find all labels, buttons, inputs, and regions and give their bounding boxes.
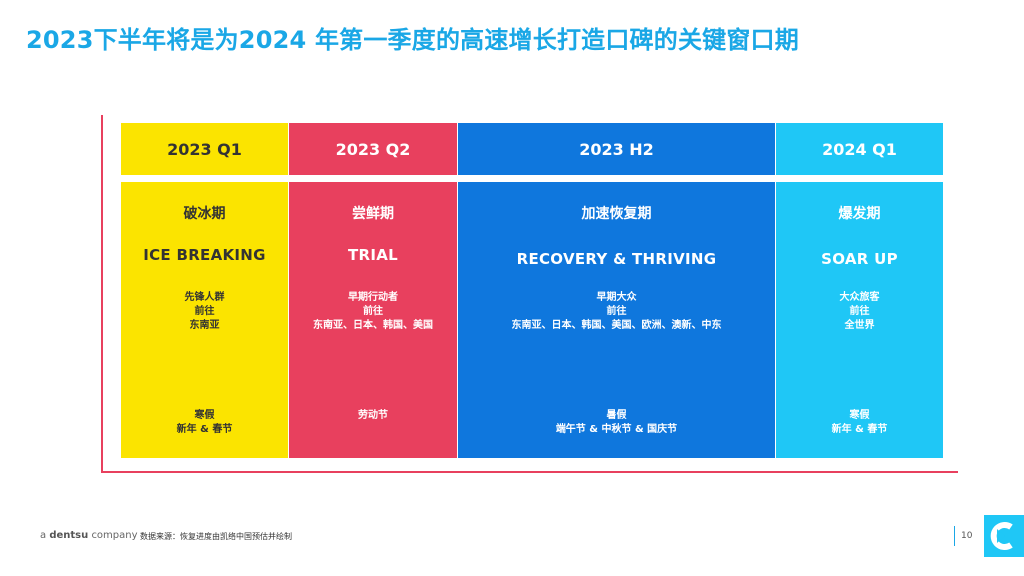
page-title: 2023下半年将是为2024 年第一季度的高速增长打造口碑的关键窗口期 — [26, 26, 799, 54]
brand-tagline: a dentsu company — [40, 530, 138, 541]
stage-en-label: ICE BREAKING — [143, 246, 266, 264]
holiday-text: 暑假 端午节 & 中秋节 & 国庆节 — [458, 409, 775, 437]
holiday-line: 劳动节 — [358, 410, 388, 421]
audience-line: 东南亚、日本、韩国、美国、欧洲、澳新、中东 — [511, 320, 722, 331]
period-header-2023-h2: 2023 H2 — [458, 123, 775, 175]
audience-text: 早期行动者 前往 东南亚、日本、韩国、美国 — [289, 291, 457, 333]
stage-column-recovery: 加速恢复期 RECOVERY & THRIVING 早期大众 前往 东南亚、日本… — [458, 182, 775, 458]
audience-line: 先锋人群 — [184, 292, 225, 303]
period-header-2023-q1: 2023 Q1 — [121, 123, 288, 175]
audience-line: 前往 — [194, 306, 215, 317]
holiday-line: 端午节 & 中秋节 & 国庆节 — [555, 424, 678, 435]
holiday-text: 寒假 新年 & 春节 — [121, 409, 288, 437]
holiday-line: 暑假 — [606, 410, 627, 421]
data-source-note: 数据来源：恢复进度由凯络中国预估并绘制 — [140, 532, 292, 541]
stage-cn-label: 加速恢复期 — [581, 206, 652, 222]
brand-prefix: a — [40, 530, 47, 541]
period-header-2023-q2: 2023 Q2 — [289, 123, 457, 175]
holiday-text: 寒假 新年 & 春节 — [776, 409, 943, 437]
timeline-vertical-axis — [101, 115, 103, 473]
audience-line: 全世界 — [844, 320, 875, 331]
stage-cn-label: 破冰期 — [183, 206, 226, 222]
holiday-line: 新年 & 春节 — [831, 424, 888, 435]
audience-text: 大众旅客 前往 全世界 — [776, 291, 943, 333]
audience-line: 前往 — [363, 306, 383, 317]
brand-name: dentsu — [49, 530, 89, 541]
company-logo-icon — [984, 515, 1024, 557]
page-number-divider — [954, 526, 955, 546]
holiday-line: 寒假 — [849, 410, 870, 421]
audience-line: 早期大众 — [596, 292, 637, 303]
page-number: 10 — [961, 531, 973, 541]
stage-column-soar-up: 爆发期 SOAR UP 大众旅客 前往 全世界 寒假 新年 & 春节 — [776, 182, 943, 458]
audience-line: 东南亚 — [189, 320, 220, 331]
holiday-line: 寒假 — [194, 410, 215, 421]
stage-en-label: RECOVERY & THRIVING — [516, 250, 717, 268]
holiday-text: 劳动节 — [289, 409, 457, 423]
stage-column-ice-breaking: 破冰期 ICE BREAKING 先锋人群 前往 东南亚 寒假 新年 & 春节 — [121, 182, 288, 458]
stage-en-label: SOAR UP — [821, 250, 898, 268]
audience-line: 东南亚、日本、韩国、美国 — [313, 320, 433, 331]
period-header-2024-q1: 2024 Q1 — [776, 123, 943, 175]
audience-text: 先锋人群 前往 东南亚 — [121, 291, 288, 333]
stage-en-label: TRIAL — [347, 246, 399, 264]
audience-line: 前往 — [606, 306, 627, 317]
holiday-line: 新年 & 春节 — [176, 424, 233, 435]
audience-line: 大众旅客 — [839, 292, 880, 303]
stage-column-trial: 尝鲜期 TRIAL 早期行动者 前往 东南亚、日本、韩国、美国 劳动节 — [289, 182, 457, 458]
audience-text: 早期大众 前往 东南亚、日本、韩国、美国、欧洲、澳新、中东 — [458, 291, 775, 333]
stage-cn-label: 爆发期 — [838, 206, 881, 222]
timeline-horizontal-axis — [101, 471, 958, 473]
stage-cn-label: 尝鲜期 — [352, 206, 394, 222]
audience-line: 前往 — [849, 306, 870, 317]
audience-line: 早期行动者 — [348, 292, 398, 303]
brand-suffix: company — [91, 530, 138, 541]
